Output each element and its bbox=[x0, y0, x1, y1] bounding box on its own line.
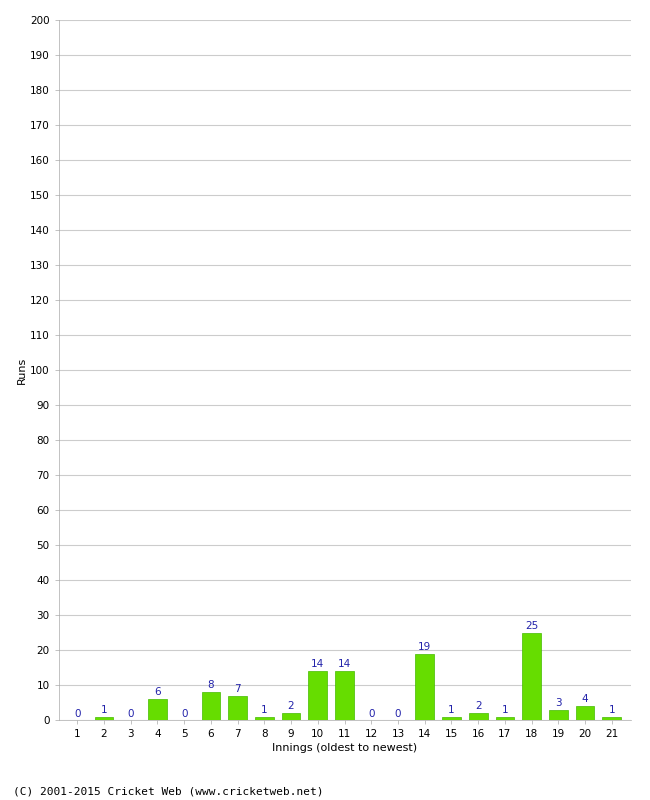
Y-axis label: Runs: Runs bbox=[17, 356, 27, 384]
Text: 6: 6 bbox=[154, 687, 161, 698]
Text: 1: 1 bbox=[502, 705, 508, 714]
Text: 14: 14 bbox=[338, 659, 351, 670]
Text: 2: 2 bbox=[475, 702, 482, 711]
Bar bbox=[95, 717, 113, 720]
Text: 8: 8 bbox=[207, 680, 214, 690]
Bar bbox=[255, 717, 274, 720]
Bar bbox=[469, 713, 488, 720]
Text: 1: 1 bbox=[448, 705, 455, 714]
Bar bbox=[495, 717, 514, 720]
Bar bbox=[228, 695, 247, 720]
Text: 0: 0 bbox=[181, 709, 187, 718]
Text: 0: 0 bbox=[127, 709, 134, 718]
Text: 1: 1 bbox=[101, 705, 107, 714]
Text: 0: 0 bbox=[395, 709, 401, 718]
Bar bbox=[576, 706, 594, 720]
Text: 2: 2 bbox=[288, 702, 294, 711]
Text: 19: 19 bbox=[418, 642, 432, 652]
Text: 0: 0 bbox=[368, 709, 374, 718]
Text: (C) 2001-2015 Cricket Web (www.cricketweb.net): (C) 2001-2015 Cricket Web (www.cricketwe… bbox=[13, 786, 324, 796]
Text: 4: 4 bbox=[582, 694, 588, 704]
Bar bbox=[415, 654, 434, 720]
Bar bbox=[202, 692, 220, 720]
Bar bbox=[335, 671, 354, 720]
Text: 1: 1 bbox=[261, 705, 268, 714]
Text: 3: 3 bbox=[555, 698, 562, 708]
Bar bbox=[522, 633, 541, 720]
Bar bbox=[308, 671, 327, 720]
X-axis label: Innings (oldest to newest): Innings (oldest to newest) bbox=[272, 743, 417, 753]
Bar bbox=[549, 710, 567, 720]
Text: 14: 14 bbox=[311, 659, 324, 670]
Bar bbox=[442, 717, 461, 720]
Text: 25: 25 bbox=[525, 621, 538, 630]
Bar bbox=[148, 699, 167, 720]
Text: 1: 1 bbox=[608, 705, 615, 714]
Text: 7: 7 bbox=[234, 684, 241, 694]
Bar bbox=[603, 717, 621, 720]
Bar bbox=[281, 713, 300, 720]
Text: 0: 0 bbox=[74, 709, 81, 718]
